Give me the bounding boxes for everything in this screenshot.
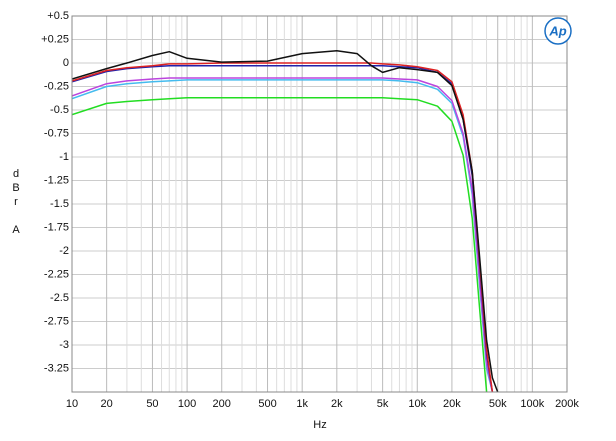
y-tick-label: -2.25 [44,268,69,280]
y-tick-label: -2 [59,245,69,257]
y-tick-label: -1.5 [50,198,69,210]
y-tick-label: -1.25 [44,174,69,186]
y-tick-label: +0.5 [47,10,69,22]
x-tick-label: 10 [66,398,78,410]
x-tick-label: 200k [555,398,579,410]
x-tick-label: 100 [178,398,196,410]
x-tick-label: 200 [213,398,231,410]
x-tick-label: 100k [520,398,544,410]
logo: Ap [548,23,566,38]
x-tick-label: 50k [489,398,507,410]
y-tick-label: -0.5 [50,104,69,116]
y-tick-label: -1 [59,151,69,163]
y-tick-label: -3 [59,339,69,351]
y-tick-label: -0.75 [44,127,69,139]
y-tick-label: -0.25 [44,80,69,92]
series-line [72,50,499,392]
y-tick-label: +0.25 [41,33,69,45]
x-tick-label: 1k [296,398,308,410]
plot-frame [71,15,568,393]
x-tick-label: 50 [146,398,158,410]
series-line [72,97,488,392]
grid [71,15,568,393]
y-tick-label: 0 [63,57,69,69]
series-line [72,77,494,392]
x-tick-label: 20k [443,398,461,410]
y-tick-label: -2.5 [50,292,69,304]
logo-circle [544,17,572,45]
x-tick-label: 20 [101,398,113,410]
plot-lines [72,50,499,392]
x-axis-label: Hz [313,419,326,431]
x-tick-label: 500 [258,398,276,410]
x-tick-label: 2k [331,398,343,410]
y-axis-label: dBr A [10,168,22,238]
y-tick-label: -2.75 [44,315,69,327]
y-tick-label: -3.25 [44,362,69,374]
series-line [72,65,494,392]
x-tick-label: 10k [408,398,426,410]
x-tick-label: 5k [377,398,389,410]
y-tick-label: -1.75 [44,221,69,233]
